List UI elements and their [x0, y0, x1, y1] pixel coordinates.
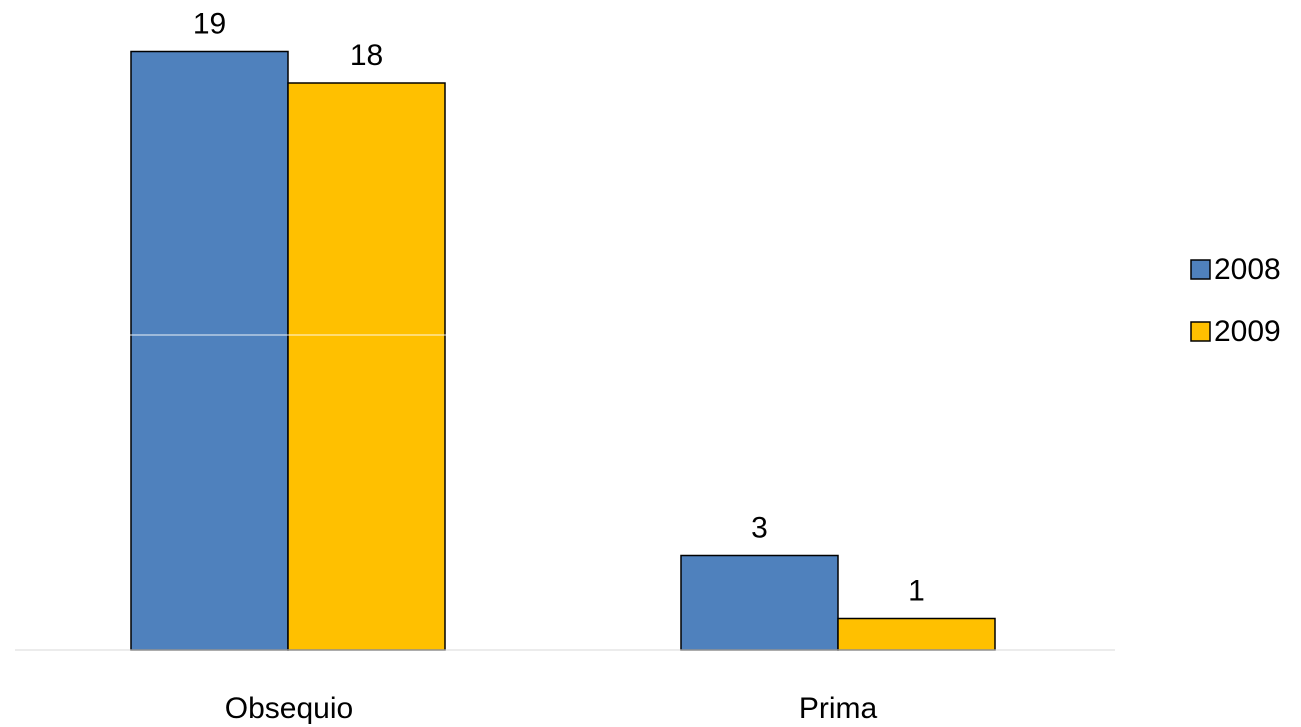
bars	[15, 19, 1115, 651]
legend: 2008 2009	[1190, 253, 1281, 348]
data-label-prima-2009: 1	[908, 575, 925, 608]
category-labels: Obsequio Prima	[225, 692, 878, 725]
plot-area: 19 18 3 1 Obsequio Prima	[15, 8, 1115, 725]
legend-label-2008: 2008	[1214, 253, 1281, 286]
legend-swatch-2009	[1190, 321, 1211, 342]
bar-obsequio-2008	[130, 50, 289, 651]
bar-prima-2008	[680, 554, 839, 651]
legend-swatch-2008	[1190, 259, 1211, 280]
bar-prima-2009	[837, 617, 996, 651]
legend-label-2009: 2009	[1214, 315, 1281, 348]
data-labels: 19 18 3 1	[193, 8, 925, 608]
data-label-obsequio-2009: 18	[350, 39, 383, 72]
data-label-prima-2008: 3	[751, 512, 768, 545]
category-label-obsequio: Obsequio	[225, 692, 353, 725]
category-label-prima: Prima	[799, 692, 878, 725]
data-label-obsequio-2008: 19	[193, 8, 226, 41]
bar-obsequio-2009	[287, 82, 446, 651]
